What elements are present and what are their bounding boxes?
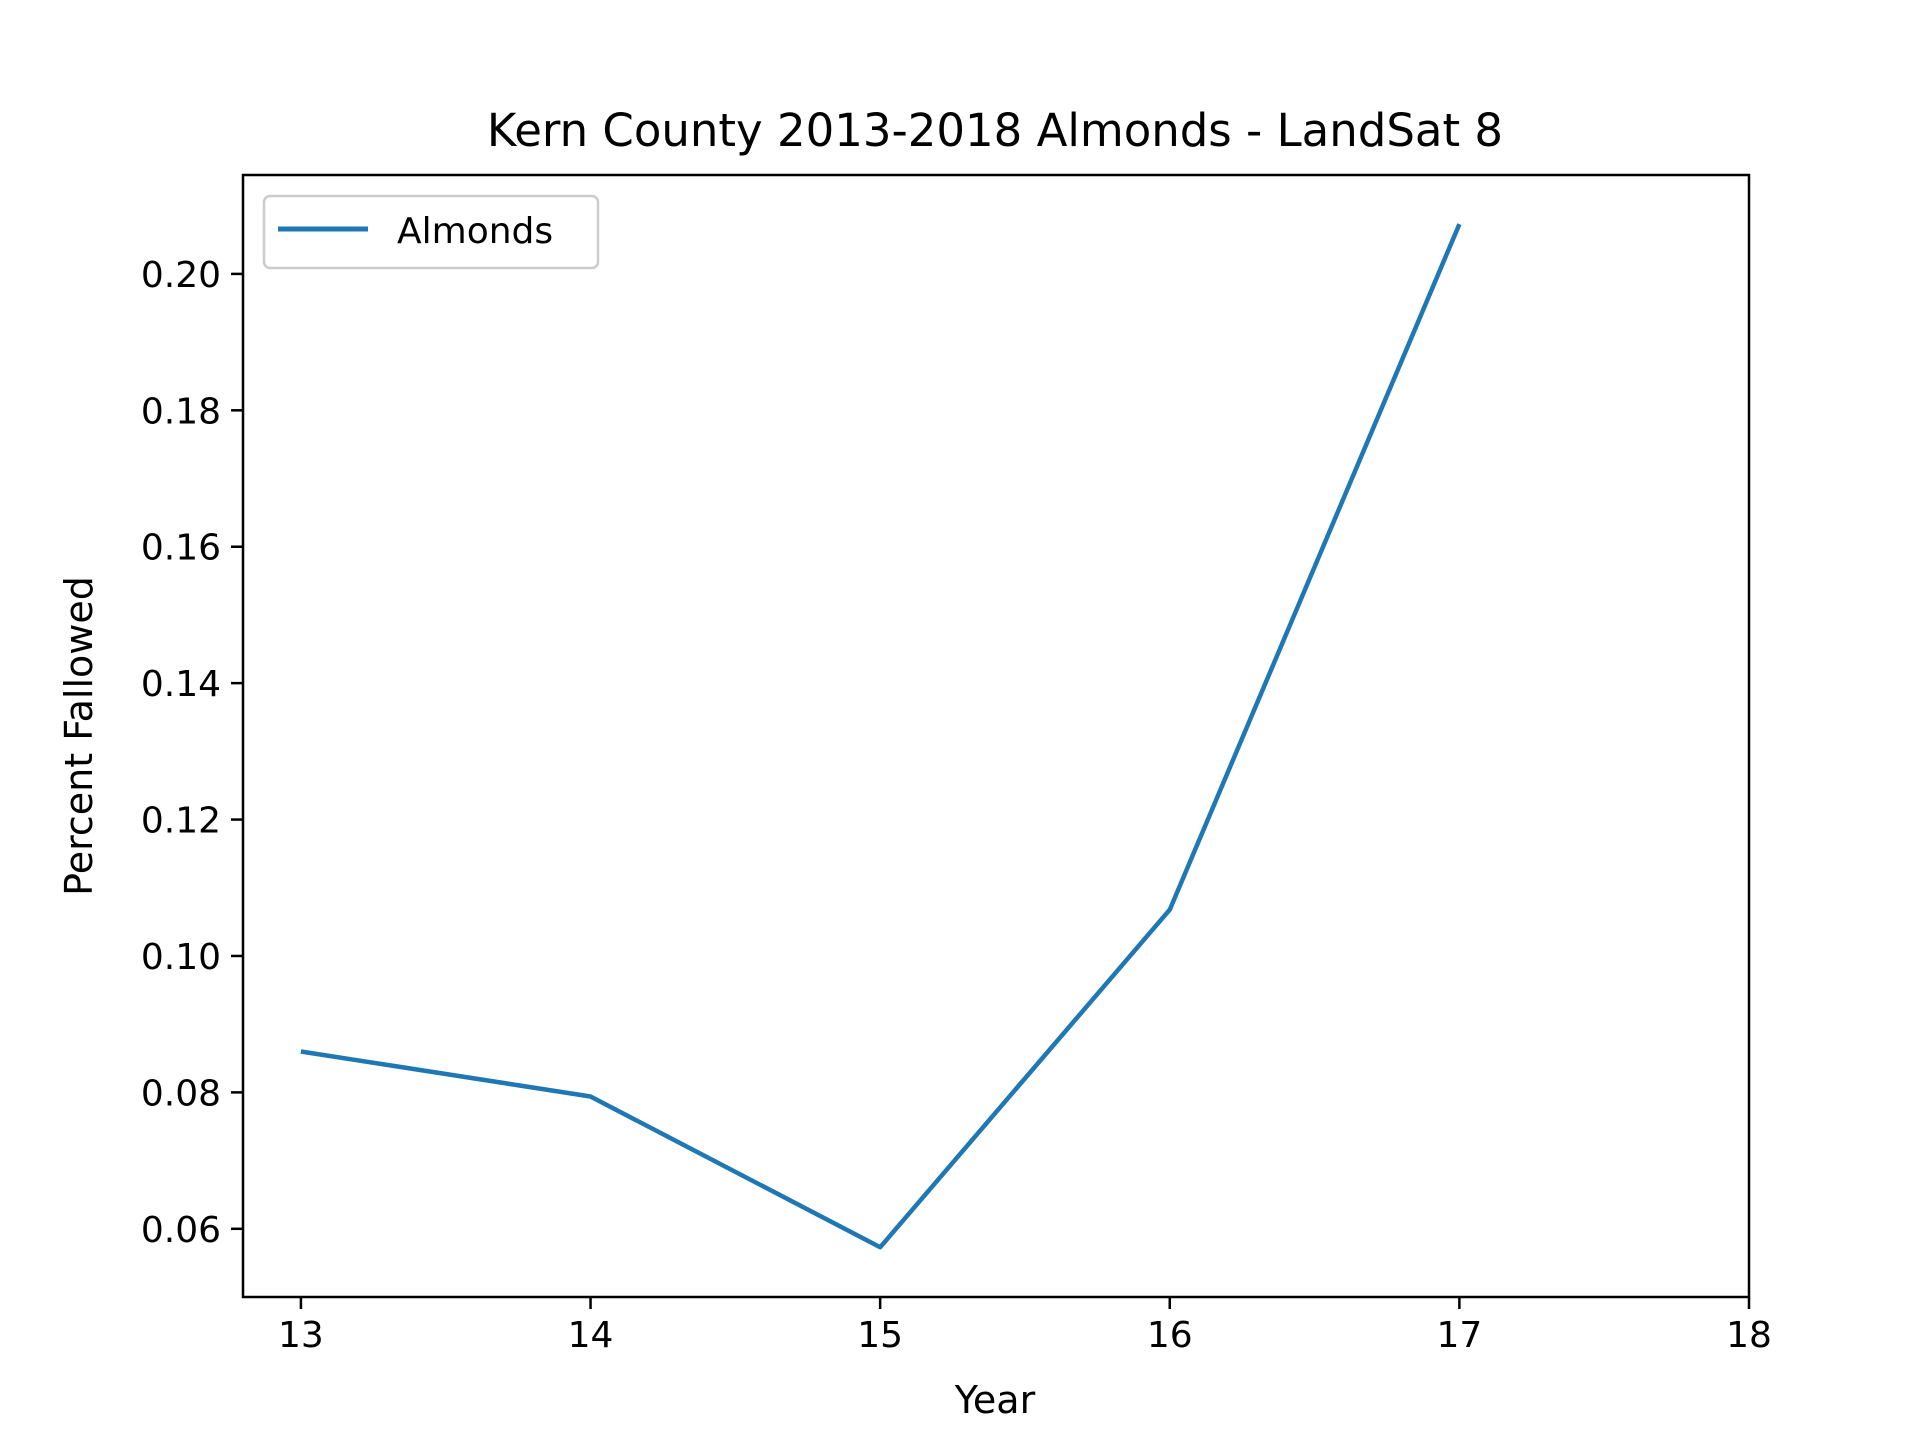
series-line-almonds <box>300 223 1462 1250</box>
plot-area: 13 14 15 16 17 18 0.06 0.08 0.10 0.12 0.14 0.16 0.18… <box>141 173 1772 1356</box>
legend-label-almonds: Almonds <box>397 211 553 252</box>
legend: Almonds <box>262 194 600 270</box>
y-tick-label: 0.18 <box>141 391 221 432</box>
x-tick-label: 13 <box>278 1315 324 1356</box>
legend-box <box>262 194 600 270</box>
x-tick-label: 15 <box>857 1315 903 1356</box>
y-tick-label: 0.10 <box>141 937 221 978</box>
x-tick-label: 17 <box>1436 1315 1482 1356</box>
y-tick-label: 0.08 <box>141 1073 221 1114</box>
y-tick-label: 0.16 <box>141 528 221 569</box>
y-tick-label: 0.06 <box>141 1210 221 1251</box>
x-axis-label: Year <box>954 1378 1036 1422</box>
x-tick-label: 14 <box>568 1315 614 1356</box>
y-tick-label: 0.12 <box>141 801 221 842</box>
y-tick-label: 0.14 <box>141 664 221 705</box>
x-tick-label: 16 <box>1147 1315 1193 1356</box>
y-tick-label: 0.20 <box>141 255 221 296</box>
x-tick-label: 18 <box>1726 1315 1772 1356</box>
plot-frame <box>241 173 1751 1299</box>
chart-title: Kern County 2013-2018 Almonds - LandSat … <box>487 104 1503 157</box>
y-axis-label: Percent Fallowed <box>57 576 101 896</box>
